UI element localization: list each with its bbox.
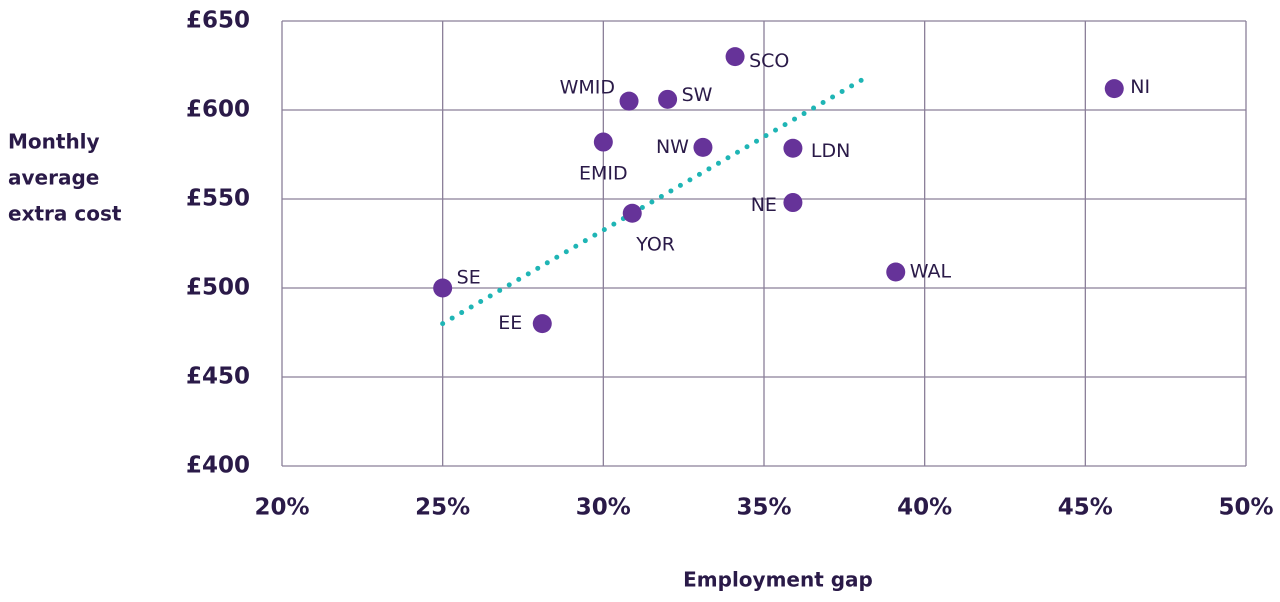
point-label: SCO [749,50,789,72]
y-tick-label: £450 [186,364,250,390]
x-tick-label: 35% [736,495,791,521]
y-tick-label: £500 [186,275,250,301]
x-tick-label: 40% [897,495,952,521]
y-axis-label: average [8,166,99,190]
trendline [440,74,870,327]
y-tick-label: £650 [186,8,250,34]
point [886,262,906,282]
point [658,89,678,109]
point-label: NW [656,136,689,158]
x-axis-label: Employment gap [683,568,873,592]
point [433,278,453,298]
point-label: WMID [560,77,615,99]
x-tick-label: 25% [415,495,470,521]
point-label: WAL [910,260,952,282]
y-tick-label: £600 [186,97,250,123]
point [532,314,552,334]
point-label: YOR [635,234,675,256]
point [1104,79,1124,99]
point-label: NI [1130,76,1150,98]
point-label: NE [751,194,777,216]
x-tick-label: 30% [576,495,631,521]
point-label: EMID [579,163,628,185]
point [619,91,639,111]
x-tick-label: 45% [1058,495,1113,521]
y-tick-label: £400 [186,453,250,479]
y-axis-label: Monthly [8,130,100,154]
y-tick-label: £550 [186,186,250,212]
point [693,137,713,157]
point [783,138,803,158]
x-tick-label: 20% [254,495,309,521]
point [593,132,613,152]
point [783,193,803,213]
point-label: EE [498,312,522,334]
point-label: SE [457,267,481,289]
point [622,203,642,223]
x-tick-label: 50% [1218,495,1273,521]
point-label: LDN [811,140,850,162]
y-axis-label: extra cost [8,202,122,226]
point-label: SW [682,84,713,106]
point [725,47,745,67]
